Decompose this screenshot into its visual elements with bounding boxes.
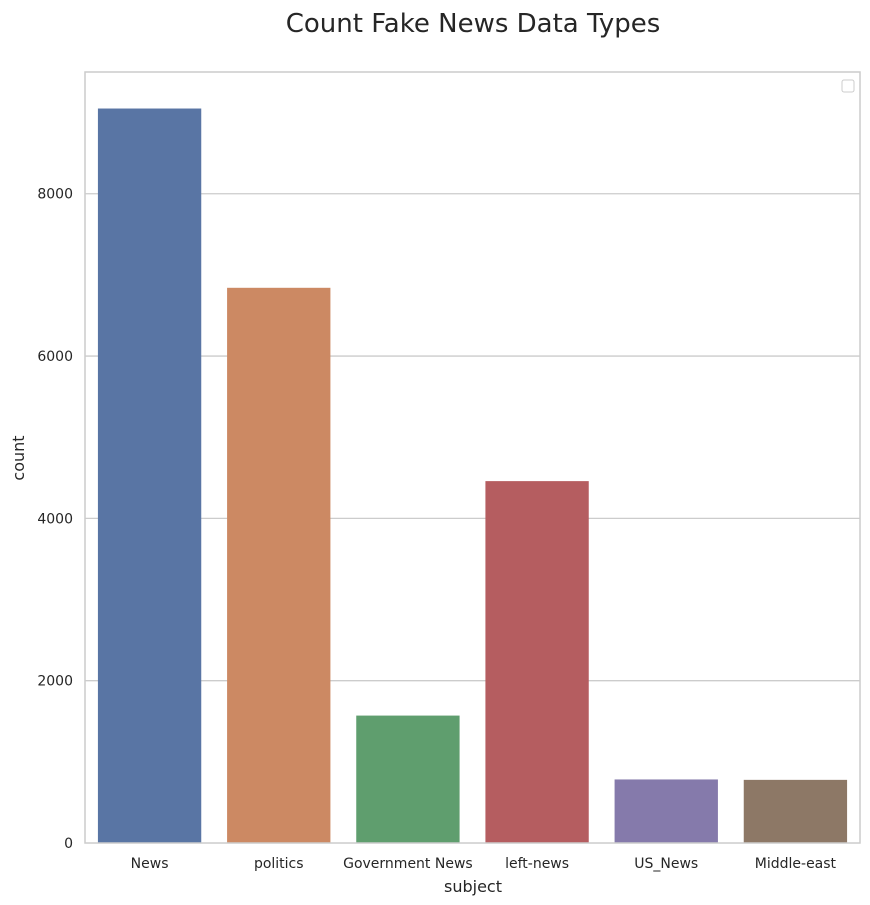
x-tick-label: Middle-east [755, 856, 837, 872]
legend-box [841, 79, 855, 93]
plot-frame [84, 71, 861, 844]
x-tick-label: left-news [505, 856, 569, 872]
x-tick-labels: News politics Government News left-news US_N… [131, 856, 837, 872]
bar-government-news [356, 715, 460, 843]
x-tick-label: politics [254, 856, 304, 872]
grid-lines [85, 193, 860, 682]
bar-us-news [614, 779, 718, 843]
bars [97, 108, 848, 843]
y-tick-label: 4000 [37, 511, 73, 527]
y-tick-label: 2000 [37, 674, 73, 690]
chart-title: Count Fake News Data Types [286, 9, 661, 39]
y-axis-label: count [9, 435, 28, 480]
bar-politics [227, 287, 331, 843]
bar-middle-east [743, 779, 848, 843]
x-tick-label: Government News [343, 856, 473, 872]
x-tick-label: News [131, 856, 169, 872]
y-tick-label: 0 [64, 836, 73, 852]
x-axis-label: subject [444, 877, 502, 896]
bar-news [97, 108, 202, 843]
y-tick-labels: 0 2000 4000 6000 8000 [37, 187, 73, 852]
bar-left-news [485, 481, 589, 843]
x-tick-label: US_News [634, 856, 698, 872]
y-tick-label: 8000 [37, 187, 73, 203]
y-tick-label: 6000 [37, 349, 73, 365]
